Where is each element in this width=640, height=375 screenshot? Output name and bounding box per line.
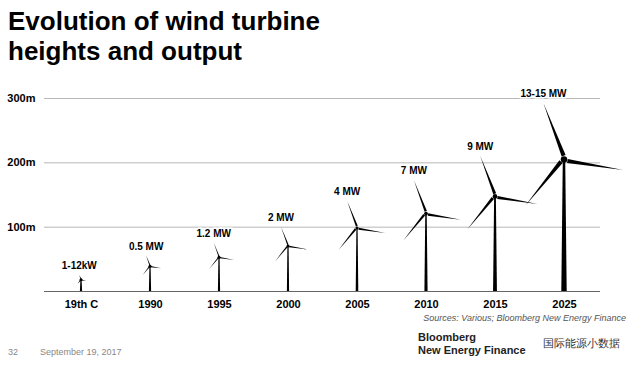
html-text:国际能源小数据: 国际能源小数据	[543, 337, 620, 349]
html-text:32: 32	[8, 347, 18, 357]
svg-text:2025: 2025	[552, 298, 576, 310]
svg-text:1990: 1990	[138, 298, 162, 310]
html-text:Evolution of wind turbine heig: Evolution of wind turbine heights and ou…	[8, 6, 320, 66]
html-text:September 19, 2017: September 19, 2017	[40, 347, 122, 357]
svg-text:1-12kW: 1-12kW	[62, 260, 98, 271]
svg-text:2005: 2005	[345, 298, 369, 310]
svg-text:7 MW: 7 MW	[401, 165, 428, 176]
svg-text:300m: 300m	[7, 92, 35, 104]
svg-text:13-15 MW: 13-15 MW	[520, 88, 567, 99]
svg-text:2000: 2000	[276, 298, 300, 310]
svg-text:2015: 2015	[483, 298, 507, 310]
svg-text:1995: 1995	[207, 298, 231, 310]
svg-text:100m: 100m	[7, 221, 35, 233]
html-text:Sources: Various; Bloomberg Ne: Sources: Various; Bloomberg New Energy F…	[423, 313, 626, 323]
svg-text:200m: 200m	[7, 156, 35, 168]
svg-text:2010: 2010	[414, 298, 438, 310]
svg-text:0.5 MW: 0.5 MW	[129, 241, 164, 252]
svg-text:9 MW: 9 MW	[467, 141, 494, 152]
svg-text:4 MW: 4 MW	[334, 186, 361, 197]
svg-text:19th C: 19th C	[65, 298, 99, 310]
html-text:New Energy Finance: New Energy Finance	[418, 344, 526, 356]
html-text:Bloomberg: Bloomberg	[418, 331, 477, 343]
svg-text:1.2 MW: 1.2 MW	[197, 228, 232, 239]
svg-text:2 MW: 2 MW	[268, 212, 295, 223]
